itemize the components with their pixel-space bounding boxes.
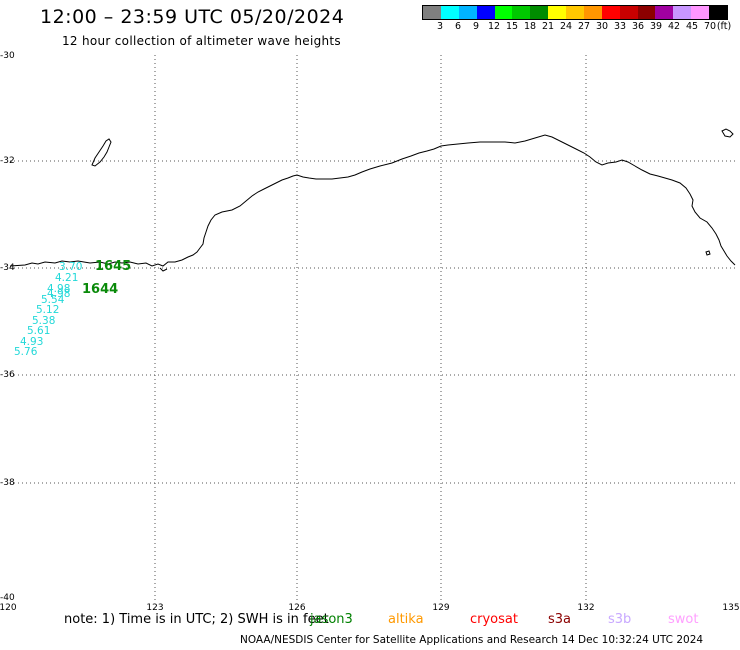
y-axis-label: -36 [0,370,15,380]
legend-labels: 3 6 9 12 15 18 21 24 27 30 33 36 39 42 45 70 (ft) [422,21,732,35]
legend-swatch [637,6,656,19]
legend-label: 42 [667,21,681,32]
legend-swatch [673,6,692,19]
x-axis-label: 123 [146,603,164,613]
legend-label: 36 [631,21,645,32]
legend-label: 12 [487,21,501,32]
legend-label: 45 [685,21,699,32]
pass-time-label: 1645 [95,259,132,274]
swh-value: 4.98 [47,283,71,295]
swh-value: 5.61 [27,325,51,337]
y-axis-label: -32 [0,156,15,166]
x-axis-label: 135 [722,603,740,613]
legend-label: 21 [541,21,555,32]
x-axis-label: 120 [0,603,17,613]
legend-swatch [709,6,727,19]
satellite-label: cryosat [470,612,518,627]
y-axis-label: -40 [0,593,15,603]
legend-swatch [619,6,638,19]
legend-swatch [566,6,584,19]
swh-value: 3.70 [59,261,83,273]
island-coastline [705,250,711,256]
swh-value: 5.12 [36,304,60,316]
satellite-label: altika [388,612,424,627]
island-coastline [91,138,112,167]
swh-value: 5.76 [14,346,38,358]
satellite-label: jason3 [310,612,353,627]
satellite-label: s3b [608,612,632,627]
legend-label: (ft) [716,21,732,32]
swh-value: 4.93 [20,336,44,348]
x-axis-label: 132 [577,603,595,613]
satellite-label: swot [668,612,699,627]
legend-swatch [601,6,620,19]
legend-swatch [458,6,477,19]
legend-swatch [655,6,674,19]
swh-value: 4.98 [47,288,71,300]
legend-label: 15 [505,21,519,32]
y-axis-label: -30 [0,51,15,61]
satellite-label: s3a [548,612,572,627]
swh-value: 5.38 [32,315,56,327]
legend-label: 24 [559,21,573,32]
legend-label: 27 [577,21,591,32]
coastline [159,267,168,272]
coastline [9,134,736,267]
footer-credit: NOAA/NESDIS Center for Satellite Applica… [240,634,704,646]
page-title: 12:00 – 23:59 UTC 05/20/2024 [40,6,345,28]
x-axis-label: 126 [288,603,306,613]
y-axis-label: -38 [0,478,15,488]
legend-swatch [548,6,566,19]
legend-label: 39 [649,21,663,32]
legend-swatch [476,6,495,19]
legend-label: 33 [613,21,627,32]
island-coastline [721,128,734,138]
swh-value: 4.21 [55,272,79,284]
legend-swatch [440,6,459,19]
legend-swatch [691,6,709,19]
legend-swatch [494,6,513,19]
pass-time-label: 1644 [82,282,119,297]
y-axis-label: -34 [0,263,15,273]
map-gridlines [10,55,735,602]
x-axis-label: 129 [432,603,450,613]
color-legend [422,5,728,20]
legend-label: 70 [703,21,717,32]
legend-swatch [423,6,441,19]
legend-swatch [583,6,602,19]
page-subtitle: 12 hour collection of altimeter wave hei… [62,34,341,48]
legend-label: 9 [472,21,480,32]
legend-label: 18 [523,21,537,32]
swh-value: 5.54 [41,294,65,306]
note-text: note: 1) Time is in UTC; 2) SWH is in fe… [64,612,329,627]
legend-swatch [512,6,531,19]
legend-label: 3 [436,21,444,32]
legend-label: 6 [454,21,462,32]
legend-label: 30 [595,21,609,32]
legend-swatch [530,6,549,19]
